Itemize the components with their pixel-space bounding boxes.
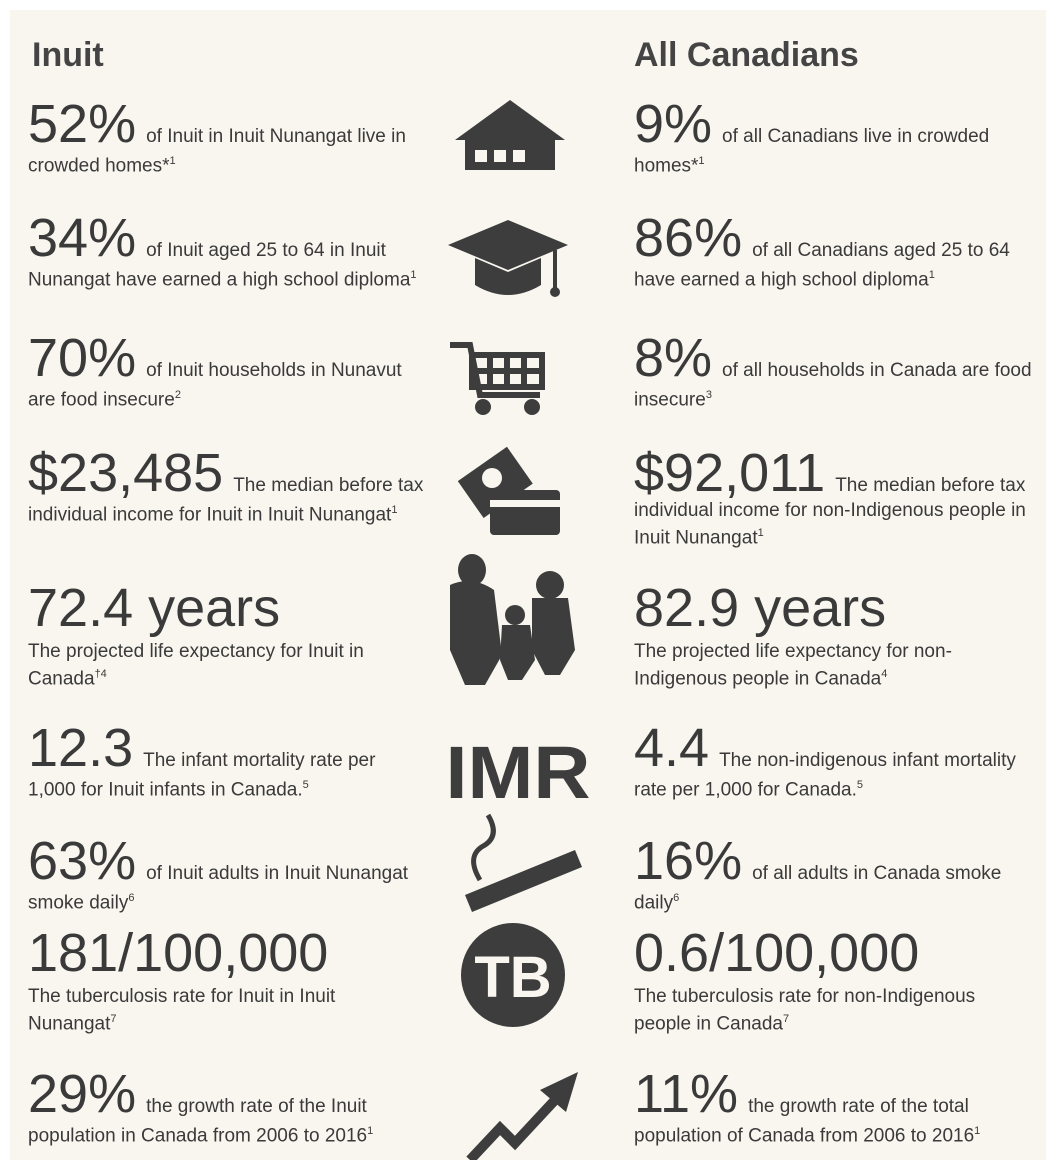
cart-icon — [450, 342, 545, 415]
stat-value: 181/100,000 — [28, 923, 329, 983]
stat-value: 16% — [634, 831, 743, 891]
footnote-ref: 6 — [128, 892, 135, 904]
stat-right: 82.9 years The projected life expectancy … — [634, 578, 1034, 690]
tb-icon — [461, 923, 565, 1027]
footnote-ref: 7 — [782, 1013, 790, 1025]
footnote-ref: 1 — [928, 269, 935, 281]
stat-left: 72.4 years The projected life expectancy … — [28, 578, 428, 690]
stat-value: 29% — [28, 1064, 137, 1124]
family-icon — [450, 554, 575, 685]
stat-value: $92,011 — [634, 443, 826, 503]
stat-left: 181/100,000 The tuberculosis rate for Inu… — [28, 923, 428, 1035]
stat-text: of all adults in Canada smoke daily — [634, 863, 1002, 914]
stat-value: 34% — [28, 208, 137, 268]
footnote-ref: 2 — [174, 389, 181, 401]
stat-value: 0.6/100,000 — [634, 923, 920, 983]
stat-text: The projected life expectancy for Inuit … — [28, 641, 364, 690]
graduation-cap-icon — [448, 220, 568, 297]
stat-value: 63% — [28, 831, 137, 891]
tb-icon-label: TB — [474, 945, 551, 1010]
stat-value: 9% — [634, 94, 713, 154]
stat-left: 29% the growth rate of the Inuit populati… — [28, 1067, 428, 1147]
stat-text: The tuberculosis rate for Inuit in Inuit… — [28, 986, 336, 1035]
stat-right: 8% of all households in Canada are food i… — [634, 331, 1034, 411]
stat-value: 82.9 years — [634, 578, 887, 638]
left-header: Inuit — [32, 36, 104, 74]
stat-text: of Inuit households in Nunavut are food … — [28, 360, 402, 411]
stat-value: 70% — [28, 328, 137, 388]
stat-value: 11% — [634, 1064, 739, 1124]
footnote-ref: 1 — [698, 155, 705, 167]
footnote-ref: 7 — [110, 1013, 117, 1025]
stat-value: 12.3 — [28, 718, 134, 778]
stat-text: of Inuit adults in Inuit Nunangat smoke … — [28, 863, 409, 914]
growth-arrow-icon — [466, 1072, 578, 1160]
stat-text: of all Canadians aged 25 to 64 have earn… — [634, 240, 1010, 291]
footnote-ref: 1 — [410, 269, 417, 281]
stat-right: 16% of all adults in Canada smoke daily6 — [634, 834, 1034, 914]
stat-right: 0.6/100,000 The tuberculosis rate for non… — [634, 923, 1034, 1035]
stat-left: 70% of Inuit households in Nunavut are fo… — [28, 331, 428, 411]
stat-text: the growth rate of the Inuit population … — [28, 1096, 368, 1147]
stat-value: $23,485 — [28, 443, 224, 503]
money-card-icon — [457, 446, 560, 535]
stat-left: 34% of Inuit aged 25 to 64 in Inuit Nunan… — [28, 211, 428, 291]
footnote-ref: 1 — [391, 504, 398, 516]
stat-value: 4.4 — [634, 718, 710, 778]
stat-right: 4.4 The non-indigenous infant mortality r… — [634, 721, 1034, 801]
stat-text: the growth rate of the total population … — [634, 1096, 975, 1147]
stat-text: of Inuit aged 25 to 64 in Inuit Nunangat… — [28, 240, 411, 291]
stat-text: The projected life expectancy for non-In… — [634, 641, 952, 690]
house-icon — [455, 100, 565, 170]
imr-icon: IMR — [446, 731, 591, 814]
stat-left: 63% of Inuit adults in Inuit Nunangat smo… — [28, 834, 428, 914]
stat-right: 86% of all Canadians aged 25 to 64 have e… — [634, 211, 1034, 291]
infographic: Inuit All Canadians IMR — [10, 10, 1046, 1160]
footnote-ref: †4 — [94, 668, 107, 680]
stat-text: of all households in Canada are food ins… — [634, 360, 1032, 411]
footnote-ref: 4 — [881, 668, 888, 680]
footnote-ref: 5 — [856, 779, 863, 791]
stat-value: 86% — [634, 208, 743, 268]
stat-text: The tuberculosis rate for non-Indigenous… — [634, 986, 976, 1035]
right-header: All Canadians — [634, 36, 859, 74]
stat-text: The non-indigenous infant mortality rate… — [634, 750, 1016, 801]
stat-right: 9% of all Canadians live in crowded homes… — [634, 97, 1034, 177]
stat-text: The median before tax individual income … — [634, 475, 1026, 549]
stat-left: $23,485 The median before tax individual … — [28, 446, 428, 526]
cigarette-icon — [465, 813, 582, 912]
stat-value: 8% — [634, 328, 713, 388]
footnote-ref: 6 — [673, 892, 680, 904]
footnote-ref: 1 — [757, 527, 764, 539]
stat-text: of all Canadians live in crowded homes* — [634, 126, 990, 177]
stat-value: 72.4 years — [28, 578, 281, 638]
stat-text: The infant mortality rate per 1,000 for … — [28, 750, 376, 801]
footnote-ref: 1 — [974, 1125, 981, 1137]
stat-left: 52% of Inuit in Inuit Nunangat live in cr… — [28, 97, 428, 177]
footnote-ref: 3 — [705, 389, 712, 401]
stat-right: $92,011 The median before tax individual … — [634, 446, 1034, 549]
stat-text: of Inuit in Inuit Nunangat live in crowd… — [28, 126, 406, 177]
icons: IMR TB — [446, 100, 591, 1160]
footnote-ref: 5 — [302, 779, 309, 791]
stat-text: The median before tax individual income … — [28, 475, 424, 526]
stat-value: 52% — [28, 94, 137, 154]
footnote-ref: 1 — [367, 1125, 374, 1137]
footnote-ref: 1 — [169, 155, 176, 167]
stat-left: 12.3 The infant mortality rate per 1,000 … — [28, 721, 428, 801]
stat-right: 11% the growth rate of the total populati… — [634, 1067, 1034, 1147]
